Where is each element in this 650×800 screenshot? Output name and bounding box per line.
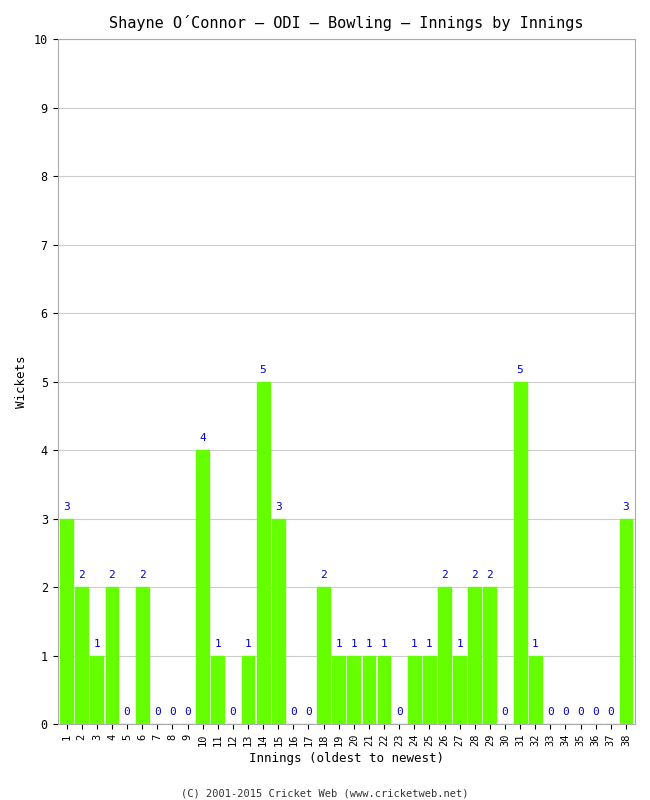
- Text: 1: 1: [94, 639, 100, 649]
- Text: 3: 3: [623, 502, 629, 512]
- Text: 2: 2: [441, 570, 448, 580]
- Text: 0: 0: [169, 707, 176, 718]
- Bar: [272, 518, 285, 724]
- Bar: [423, 656, 436, 724]
- Text: 1: 1: [411, 639, 418, 649]
- Text: (C) 2001-2015 Cricket Web (www.cricketweb.net): (C) 2001-2015 Cricket Web (www.cricketwe…: [181, 788, 469, 798]
- Text: 1: 1: [335, 639, 342, 649]
- Bar: [378, 656, 391, 724]
- Text: 1: 1: [532, 639, 539, 649]
- Bar: [619, 518, 632, 724]
- Text: 0: 0: [547, 707, 554, 718]
- Bar: [105, 587, 118, 724]
- Text: 0: 0: [184, 707, 191, 718]
- Bar: [438, 587, 451, 724]
- Bar: [75, 587, 88, 724]
- Bar: [408, 656, 421, 724]
- Bar: [514, 382, 526, 724]
- Text: 2: 2: [486, 570, 493, 580]
- Bar: [317, 587, 330, 724]
- Bar: [469, 587, 481, 724]
- Text: 1: 1: [456, 639, 463, 649]
- Bar: [332, 656, 345, 724]
- Text: 0: 0: [577, 707, 584, 718]
- Text: 3: 3: [63, 502, 70, 512]
- Text: 2: 2: [320, 570, 327, 580]
- Title: Shayne O´Connor – ODI – Bowling – Innings by Innings: Shayne O´Connor – ODI – Bowling – Inning…: [109, 15, 584, 31]
- Text: 0: 0: [592, 707, 599, 718]
- Bar: [529, 656, 541, 724]
- Text: 2: 2: [109, 570, 115, 580]
- Bar: [90, 656, 103, 724]
- Bar: [363, 656, 375, 724]
- Text: 0: 0: [305, 707, 312, 718]
- Text: 2: 2: [79, 570, 85, 580]
- Bar: [484, 587, 497, 724]
- Text: 5: 5: [517, 365, 523, 375]
- Bar: [136, 587, 149, 724]
- Bar: [257, 382, 270, 724]
- Text: 0: 0: [396, 707, 402, 718]
- Text: 1: 1: [365, 639, 372, 649]
- Text: 1: 1: [350, 639, 358, 649]
- Text: 1: 1: [381, 639, 387, 649]
- Text: 0: 0: [290, 707, 297, 718]
- Text: 1: 1: [244, 639, 252, 649]
- Bar: [196, 450, 209, 724]
- Text: 1: 1: [426, 639, 433, 649]
- X-axis label: Innings (oldest to newest): Innings (oldest to newest): [249, 752, 444, 765]
- Text: 0: 0: [229, 707, 236, 718]
- Text: 1: 1: [214, 639, 221, 649]
- Text: 2: 2: [471, 570, 478, 580]
- Text: 5: 5: [260, 365, 266, 375]
- Text: 0: 0: [562, 707, 569, 718]
- Text: 0: 0: [154, 707, 161, 718]
- Text: 0: 0: [124, 707, 131, 718]
- Bar: [347, 656, 360, 724]
- Text: 4: 4: [200, 434, 206, 443]
- Bar: [211, 656, 224, 724]
- Bar: [242, 656, 254, 724]
- Text: 2: 2: [139, 570, 146, 580]
- Text: 3: 3: [275, 502, 281, 512]
- Text: 0: 0: [502, 707, 508, 718]
- Y-axis label: Wickets: Wickets: [15, 355, 28, 408]
- Bar: [453, 656, 466, 724]
- Bar: [60, 518, 73, 724]
- Text: 0: 0: [608, 707, 614, 718]
